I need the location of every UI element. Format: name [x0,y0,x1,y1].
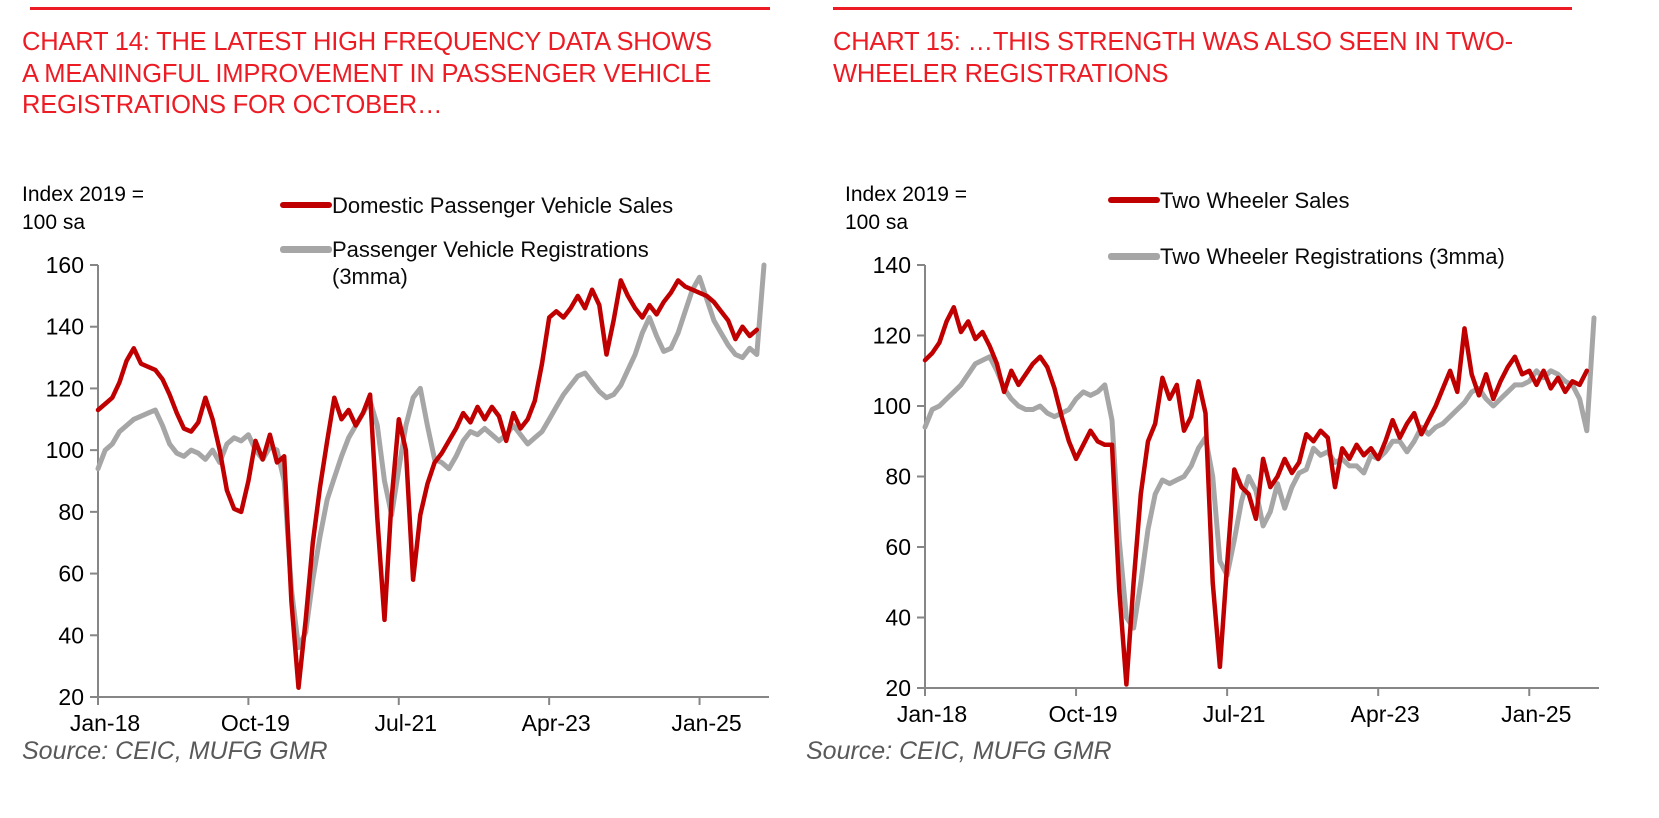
legend-label: Two Wheeler Sales [1160,188,1350,213]
legend-label: Two Wheeler Registrations (3mma) [1160,244,1505,269]
x-tick-label: Jan-18 [897,701,967,727]
y-tick-label: 20 [885,675,911,701]
x-tick-label: Apr-23 [522,710,591,736]
x-tick-label: Jul-21 [1203,701,1266,727]
series-line-tw-registrations-3mma [922,315,1597,631]
legend-label: Passenger Vehicle Registrations (3mma) [332,237,649,289]
chart15-legend-item-sales: Two Wheeler Sales [1108,187,1350,214]
y-tick-label: 100 [873,393,911,419]
chart15-y-axis-note: Index 2019 = 100 sa [845,183,968,234]
y-tick-label: 60 [58,561,84,587]
x-tick-label: Jul-21 [374,710,437,736]
x-tick-label: Jan-25 [1501,701,1571,727]
y-tick-label: 20 [58,684,84,710]
y-tick-label: 100 [46,437,84,463]
series-line-pv-sales [95,278,760,690]
y-tick-label: 40 [885,605,911,631]
y-tick-label: 140 [46,314,84,340]
chart15-title: CHART 15: …THIS STRENGTH WAS ALSO SEEN I… [833,28,1513,88]
y-tick-label: 80 [885,464,911,490]
chart14-legend-item-registrations: Passenger Vehicle Registrations (3mma) [280,236,649,290]
chart15-source: Source: CEIC, MUFG GMR [806,737,1112,765]
y-tick-label: 140 [873,252,911,278]
series-line-tw-sales [922,305,1590,687]
legend-label: Domestic Passenger Vehicle Sales [332,193,674,218]
y-tick-label: 120 [46,375,84,401]
x-tick-label: Jan-25 [671,710,741,736]
x-tick-label: Apr-23 [1351,701,1420,727]
chart14-title: CHART 14: THE LATEST HIGH FREQUENCY DATA… [22,28,712,119]
y-tick-label: 160 [46,252,84,278]
chart14-source: Source: CEIC, MUFG GMR [22,737,328,765]
top-rule-right [833,7,1572,10]
red-line-swatch-icon [280,202,332,208]
y-tick-label: 80 [58,499,84,525]
x-tick-label: Oct-19 [1049,701,1118,727]
chart14-plot: 20 40 60 80 100 120 140 160 Jan-18 Oct-19 Jul-21 Ap… [46,252,769,736]
chart14-legend-item-sales: Domestic Passenger Vehicle Sales [280,192,673,219]
chart15-legend-item-registrations: Two Wheeler Registrations (3mma) [1108,243,1505,270]
chart15-plot: 20 40 60 80 100 120 140 Jan-18 Oct-19 Jul-21 Apr-2… [873,252,1599,727]
y-tick-label: 120 [873,323,911,349]
y-tick-label: 40 [58,622,84,648]
top-rule-left [30,7,770,10]
x-tick-label: Jan-18 [70,710,140,736]
gray-line-swatch-icon [280,246,332,253]
red-line-swatch-icon [1108,197,1160,203]
y-tick-label: 60 [885,534,911,560]
chart14-y-axis-note: Index 2019 = 100 sa [22,183,145,234]
gray-line-swatch-icon [1108,253,1160,260]
series-line-pv-registrations-3mma [95,262,767,651]
x-tick-label: Oct-19 [221,710,290,736]
